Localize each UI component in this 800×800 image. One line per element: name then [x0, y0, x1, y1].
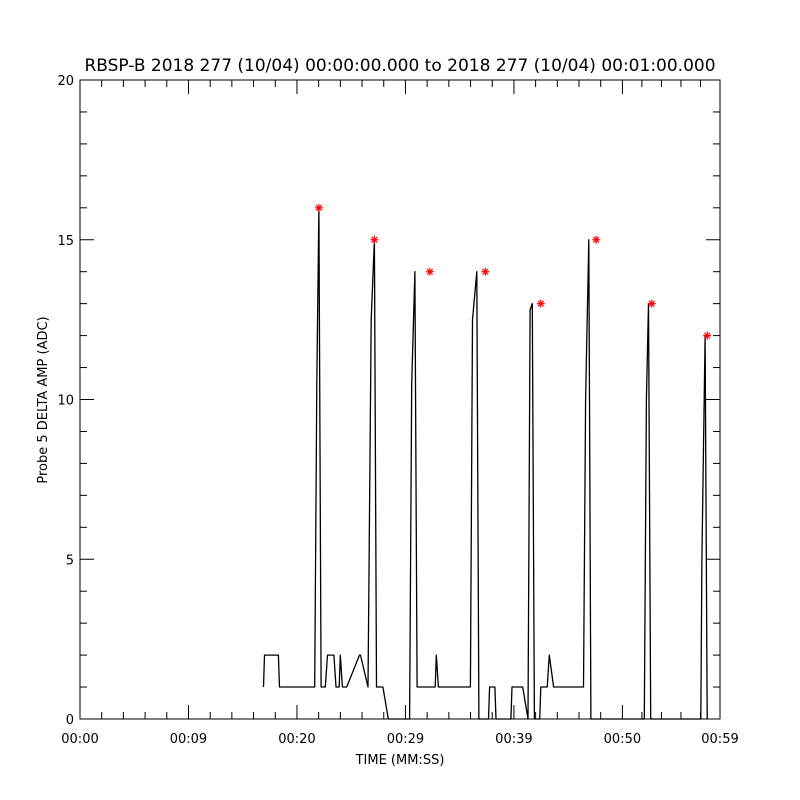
x-axis-label: TIME (MM:SS) [355, 753, 445, 768]
peak-marker [370, 235, 379, 244]
x-tick-label: 00:09 [170, 732, 207, 747]
peak-marker [647, 299, 656, 308]
axis-layer: 0 5 10 15 20 00:00 00:09 00:20 00:29 00:39 00:50 00… [57, 74, 738, 747]
y-tick-label: 10 [57, 394, 74, 409]
series-line [262, 207, 708, 720]
x-tick-label: 00:50 [604, 732, 641, 747]
chart-title: RBSP-B 2018 277 (10/04) 00:00:00.000 to … [84, 56, 715, 76]
x-tick-label: 00:59 [701, 732, 738, 747]
y-tick-label: 20 [57, 74, 74, 89]
peak-marker [703, 331, 712, 340]
x-tick-label: 00:20 [278, 732, 315, 747]
y-tick-label: 5 [66, 553, 74, 568]
y-tick-label: 0 [66, 713, 74, 728]
x-tick-label: 00:29 [387, 732, 424, 747]
y-axis-label: Probe 5 DELTA AMP (ADC) [36, 316, 51, 483]
peak-marker [314, 203, 323, 212]
y-tick-label: 15 [57, 234, 74, 249]
plot-frame [79, 79, 721, 720]
peak-marker [592, 235, 601, 244]
peak-marker [481, 267, 490, 276]
series-layer [262, 203, 712, 720]
x-tick-label: 00:39 [495, 732, 532, 747]
x-tick-label: 00:00 [61, 732, 98, 747]
peak-marker [425, 267, 434, 276]
peak-marker [536, 299, 545, 308]
